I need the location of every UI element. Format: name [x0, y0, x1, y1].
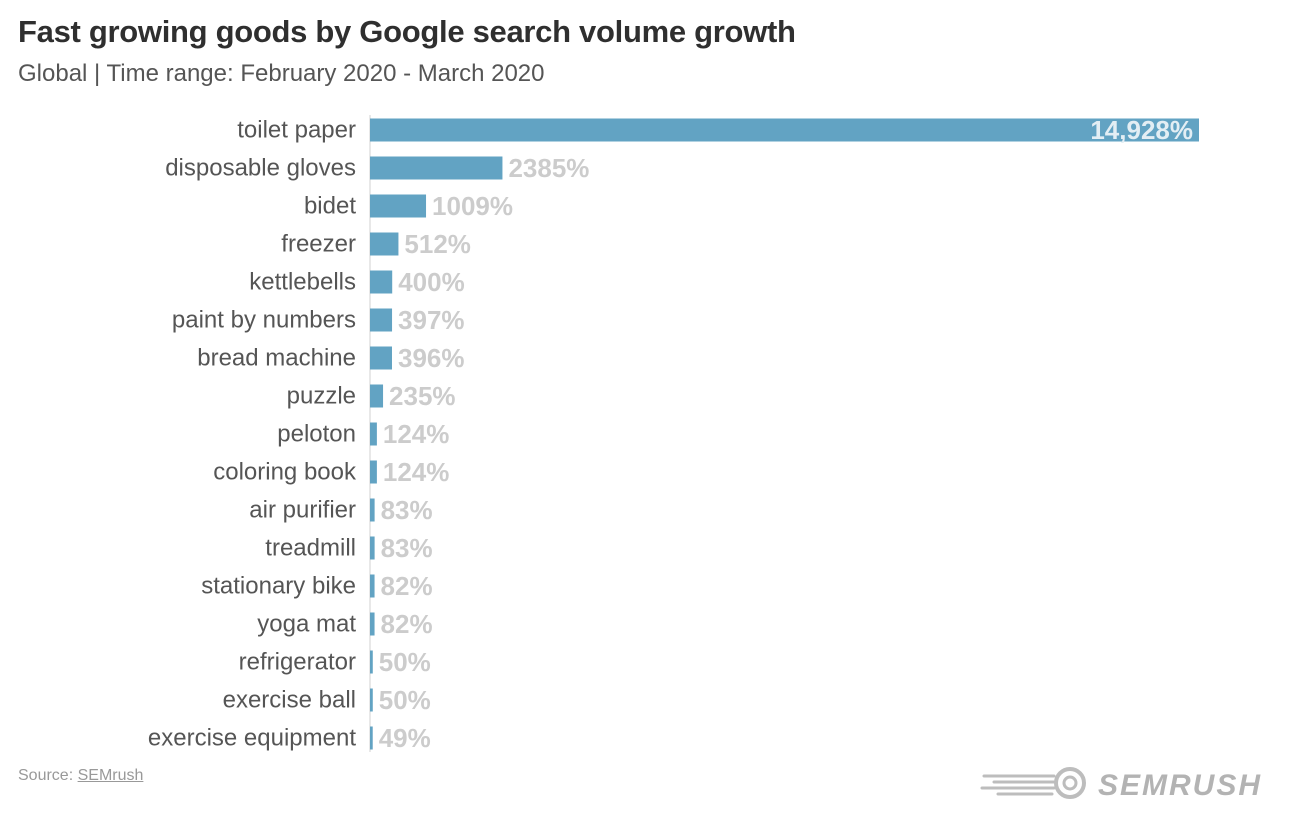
bar-kettlebells: [370, 270, 393, 294]
value-label-paint-by-numbers: 397%: [398, 305, 465, 335]
value-label-kettlebells: 400%: [398, 267, 465, 297]
bar-exercise-equipment: [370, 726, 373, 750]
category-label-paint-by-numbers: paint by numbers: [172, 307, 356, 334]
category-label-toilet-paper: toilet paper: [237, 117, 356, 144]
value-label-bread-machine: 396%: [398, 343, 465, 373]
category-label-yoga-mat: yoga mat: [257, 611, 356, 638]
category-label-stationary-bike: stationary bike: [201, 573, 356, 600]
category-label-disposable-gloves: disposable gloves: [165, 155, 356, 182]
value-label-yoga-mat: 82%: [381, 609, 433, 639]
bar-puzzle: [370, 384, 384, 408]
category-label-exercise-equipment: exercise equipment: [148, 725, 356, 752]
value-label-peloton: 124%: [383, 419, 450, 449]
bar-refrigerator: [370, 650, 373, 674]
category-label-coloring-book: coloring book: [213, 459, 357, 486]
bar-freezer: [370, 232, 399, 256]
category-label-treadmill: treadmill: [265, 535, 356, 562]
bar-toilet-paper: [370, 118, 1199, 142]
value-label-exercise-ball: 50%: [379, 685, 431, 715]
source-note: Source: SEMrush: [18, 767, 143, 785]
value-label-treadmill: 83%: [381, 533, 433, 563]
chart-title: Fast growing goods by Google search volu…: [18, 14, 796, 49]
category-label-kettlebells: kettlebells: [249, 269, 356, 296]
value-label-air-purifier: 83%: [381, 495, 433, 525]
category-label-bidet: bidet: [304, 193, 356, 220]
category-label-refrigerator: refrigerator: [239, 649, 356, 676]
bar-paint-by-numbers: [370, 308, 393, 332]
semrush-logo: SEMRUSH: [980, 762, 1275, 809]
category-label-air-purifier: air purifier: [249, 497, 356, 524]
category-label-peloton: peloton: [277, 421, 356, 448]
value-label-disposable-gloves: 2385%: [508, 153, 589, 183]
category-label-puzzle: puzzle: [287, 383, 356, 410]
bar-treadmill: [370, 536, 375, 560]
bar-coloring-book: [370, 460, 377, 484]
chart-subtitle: Global | Time range: February 2020 - Mar…: [18, 60, 545, 87]
bar-air-purifier: [370, 498, 375, 522]
bar-bidet: [370, 194, 427, 218]
category-label-bread-machine: bread machine: [197, 345, 356, 372]
value-label-exercise-equipment: 49%: [379, 723, 431, 753]
bar-disposable-gloves: [370, 156, 503, 180]
source-link[interactable]: SEMrush: [77, 767, 144, 784]
bar-stationary-bike: [370, 574, 375, 598]
value-label-stationary-bike: 82%: [381, 571, 433, 601]
value-label-freezer: 512%: [404, 229, 471, 259]
bar-exercise-ball: [370, 688, 373, 712]
bar-bread-machine: [370, 346, 392, 370]
bar-peloton: [370, 422, 377, 446]
value-label-toilet-paper: 14,928%: [1090, 115, 1193, 145]
semrush-logo-text: SEMRUSH: [1098, 769, 1262, 802]
category-label-exercise-ball: exercise ball: [223, 687, 356, 714]
value-label-puzzle: 235%: [389, 381, 456, 411]
bars-group: toilet paper 14,928% disposable gloves 2385…: [148, 115, 1199, 753]
bar-yoga-mat: [370, 612, 375, 636]
semrush-logo-icon: [980, 767, 1086, 799]
value-label-refrigerator: 50%: [379, 647, 431, 677]
value-label-coloring-book: 124%: [383, 457, 450, 487]
source-prefix: Source:: [18, 767, 78, 784]
value-label-bidet: 1009%: [432, 191, 513, 221]
category-label-freezer: freezer: [281, 231, 356, 258]
